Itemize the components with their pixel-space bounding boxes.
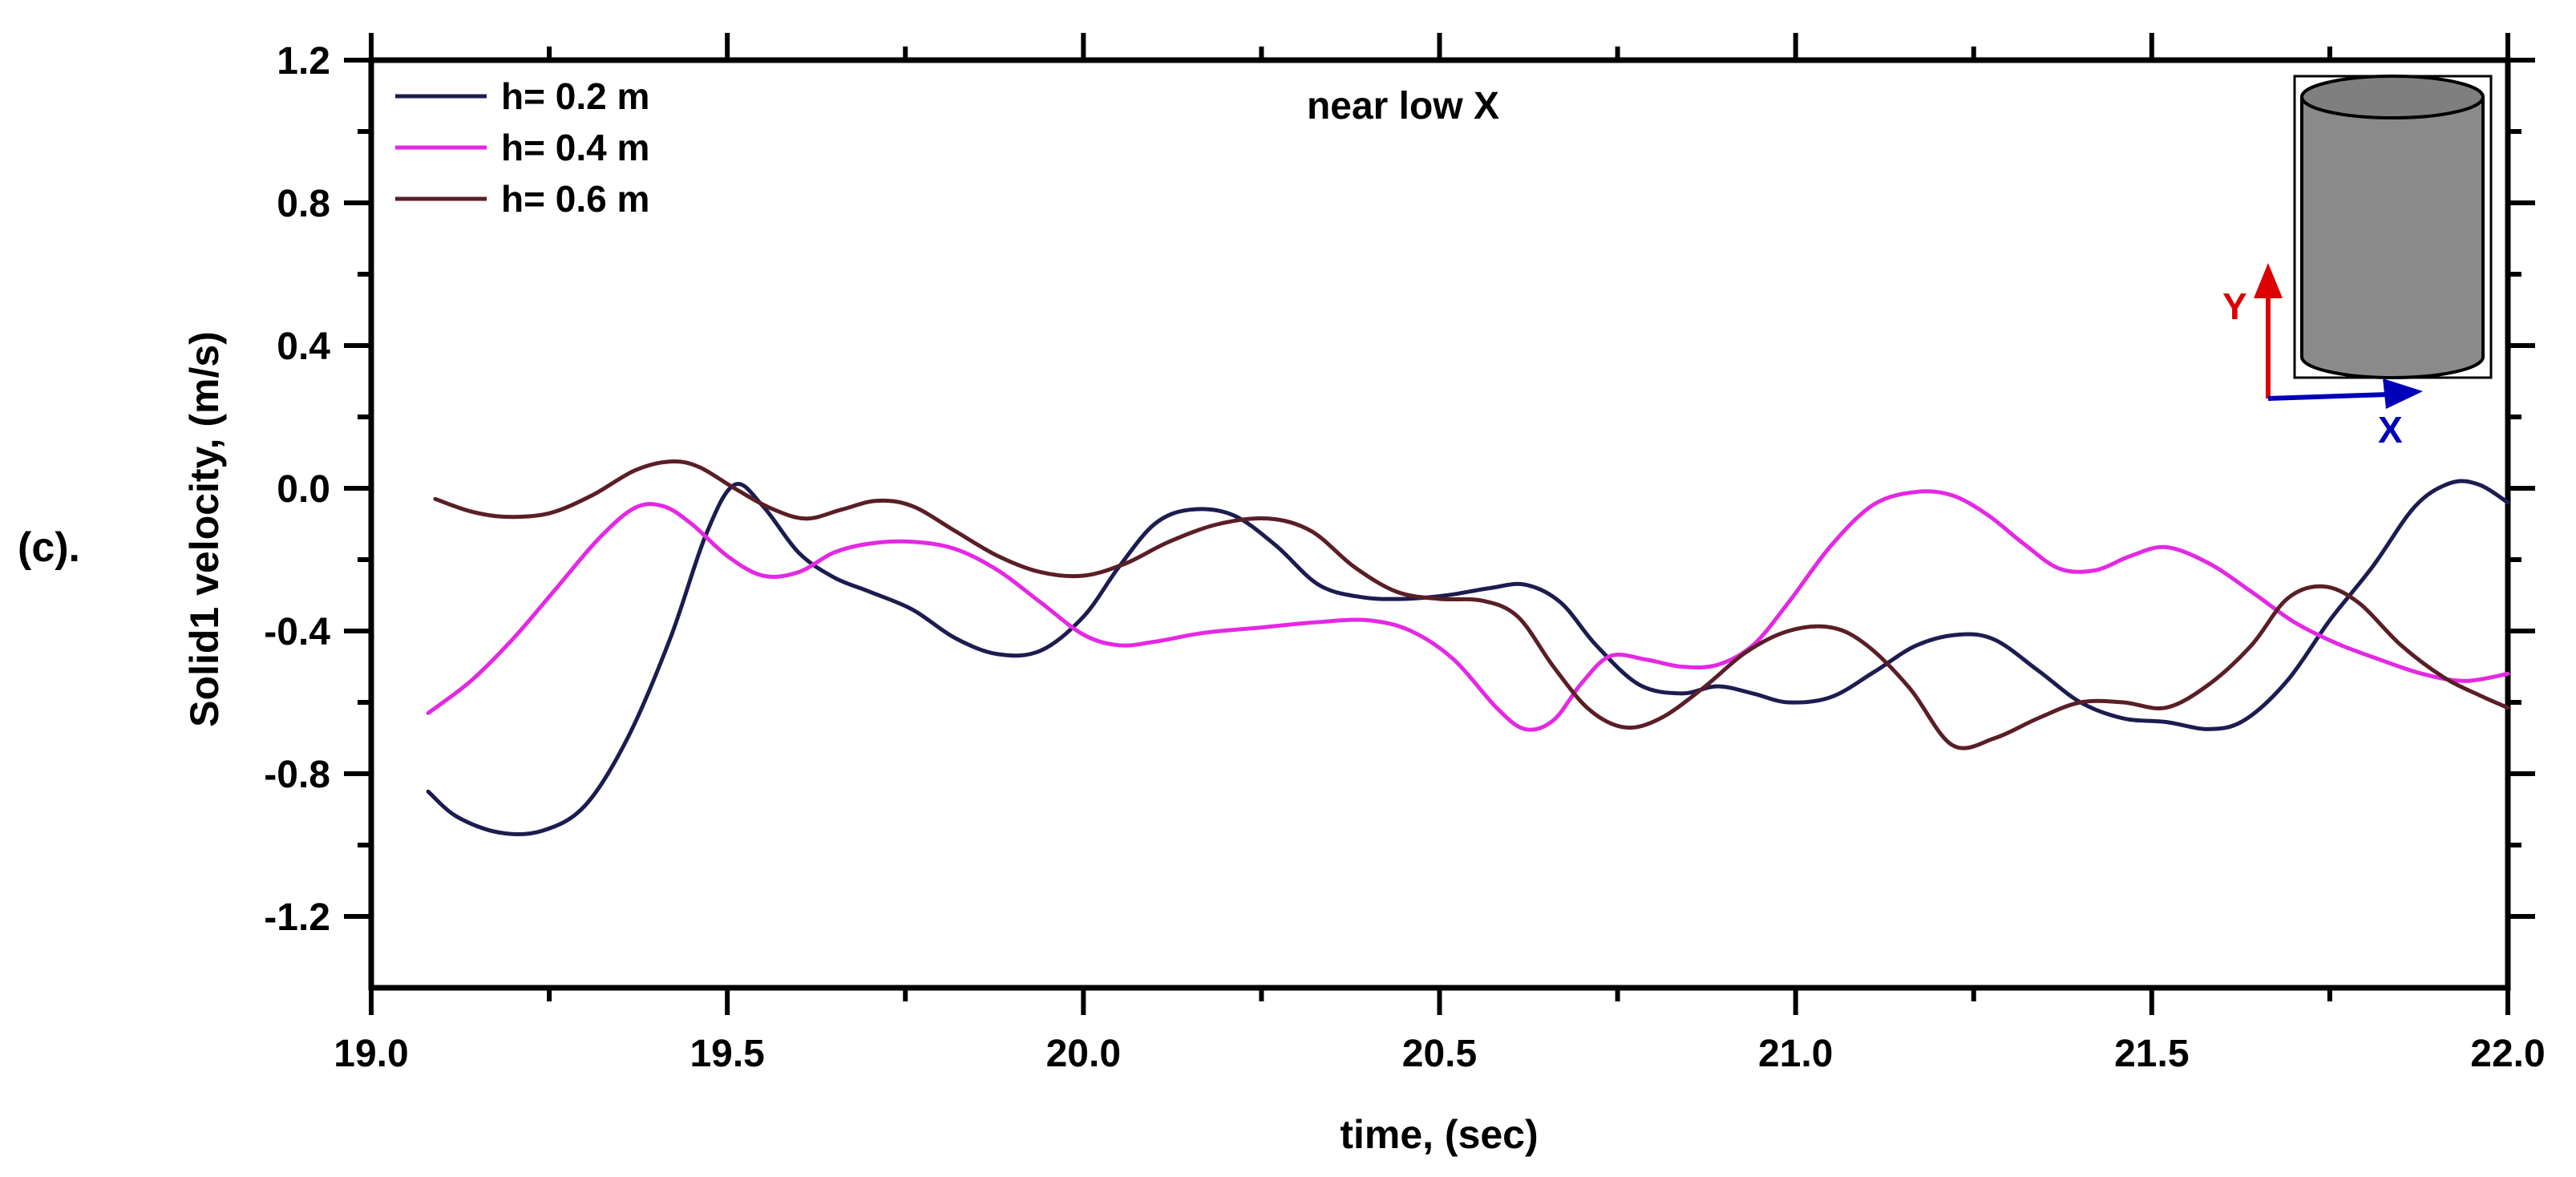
y-axis: 1.2 0.8 0.4 0.0 -0.4 -0.8 -1.2 [264,40,2535,939]
y-tick-label: -0.8 [264,754,330,796]
x-tick-label: 21.5 [2114,1033,2189,1075]
series-line-h-0.2-m [426,479,2510,837]
y-tick-label: 1.2 [277,40,330,83]
series-lines [426,459,2510,837]
legend-item-label: h= 0.4 m [501,127,649,168]
legend-item-label: h= 0.6 m [501,178,649,220]
x-tick-label: 21.0 [1758,1033,1833,1075]
x-tick-label: 20.5 [1402,1033,1477,1075]
series-line-h-0.6-m [433,459,2510,750]
cylinder-top-ellipse [2300,75,2485,119]
series-line-h-0.4-m [426,489,2510,732]
cylinder-side-edges [2300,97,2485,357]
x-axis: 19.0 19.5 20.0 20.5 21.0 21.5 22.0 [334,33,2546,1075]
chart-title: near low X [1307,85,1499,127]
inset-schematic: Y X [2222,75,2493,451]
figure-panel-label: (c). [18,524,80,571]
inset-x-axis-label: X [2378,409,2403,451]
y-tick-label: 0.0 [277,468,330,511]
inset-y-arrowhead-icon [2254,263,2283,298]
inset-x-arrowhead-icon [2383,378,2423,409]
legend: h= 0.2 m h= 0.4 m h= 0.6 m [395,75,649,220]
x-tick-label: 22.0 [2470,1033,2545,1075]
x-tick-label: 19.0 [334,1033,408,1075]
y-tick-label: 0.8 [277,183,330,225]
y-tick-label: -0.4 [264,611,330,653]
x-tick-label: 19.5 [689,1033,764,1075]
cylinder-body [2302,97,2483,357]
y-axis-title: Solid1 velocity, (m/s) [182,331,227,727]
y-tick-label: -1.2 [264,896,330,939]
inset-y-axis-label: Y [2222,285,2247,327]
inset-x-axis-arrow [2267,392,2388,401]
x-tick-label: 20.0 [1046,1033,1121,1075]
y-tick-label: 0.4 [277,326,330,368]
legend-item-label: h= 0.2 m [501,75,649,117]
x-axis-title: time, (sec) [1340,1112,1538,1157]
